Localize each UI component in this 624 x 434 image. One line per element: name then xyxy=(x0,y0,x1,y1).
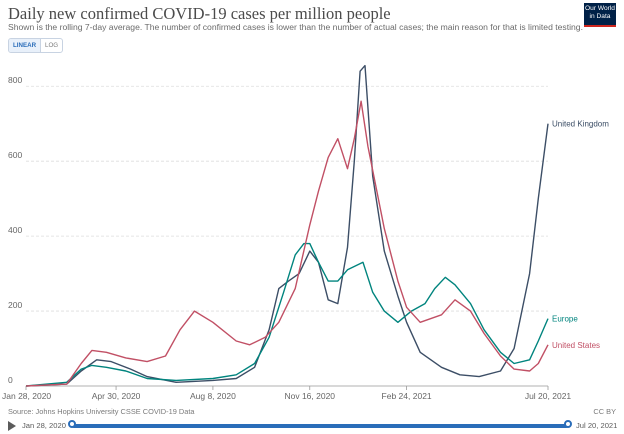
log-scale-button[interactable]: LOG xyxy=(45,42,59,49)
x-tick-label: Feb 24, 2021 xyxy=(382,391,432,401)
x-tick-label: Aug 8, 2020 xyxy=(190,391,236,401)
chart-subtitle: Shown is the rolling 7-day average. The … xyxy=(8,22,583,32)
logo-line-2: in Data xyxy=(589,12,611,20)
x-tick-label: Jul 20, 2021 xyxy=(525,391,572,401)
timeline-end-handle[interactable] xyxy=(564,420,572,428)
y-tick-label: 800 xyxy=(8,75,22,85)
x-tick-label: Nov 16, 2020 xyxy=(284,391,335,401)
linear-scale-button[interactable]: LINEAR xyxy=(9,39,42,52)
series-line-united-kingdom xyxy=(25,64,549,387)
owid-logo[interactable]: Our World in Data xyxy=(584,3,616,27)
timeline-end-label: Jul 20, 2021 xyxy=(576,421,618,430)
scale-toggle: LINEAR LOG xyxy=(8,38,64,53)
y-tick-label: 400 xyxy=(8,225,22,235)
license-label[interactable]: CC BY xyxy=(593,407,616,416)
timeline: Jan 28, 2020 Jul 20, 2021 xyxy=(0,418,624,434)
timeline-start-label: Jan 28, 2020 xyxy=(22,421,66,430)
timeline-start-handle[interactable] xyxy=(68,420,76,428)
series-label-united-kingdom: United Kingdom xyxy=(552,120,609,129)
timeline-track[interactable] xyxy=(72,424,568,428)
source-note[interactable]: Source: Johns Hopkins University CSSE CO… xyxy=(8,407,195,416)
series-label-europe: Europe xyxy=(552,315,578,324)
x-tick-label: Jan 28, 2020 xyxy=(2,391,51,401)
play-icon[interactable] xyxy=(8,421,16,431)
chart-title: Daily new confirmed COVID-19 cases per m… xyxy=(8,4,391,23)
y-tick-label: 200 xyxy=(8,300,22,310)
logo-line-1: Our World xyxy=(585,5,615,12)
line-chart: 0 200 400 600 800 Jan 28, 2020 Apr 30, 2020 Aug… xyxy=(2,64,609,401)
y-tick-label: 0 xyxy=(8,375,13,385)
series-line-europe xyxy=(25,242,549,387)
series-line-united-states xyxy=(25,100,549,387)
y-tick-label: 600 xyxy=(8,150,22,160)
x-tick-label: Apr 30, 2020 xyxy=(92,391,141,401)
series-label-united-states: United States xyxy=(552,341,600,350)
